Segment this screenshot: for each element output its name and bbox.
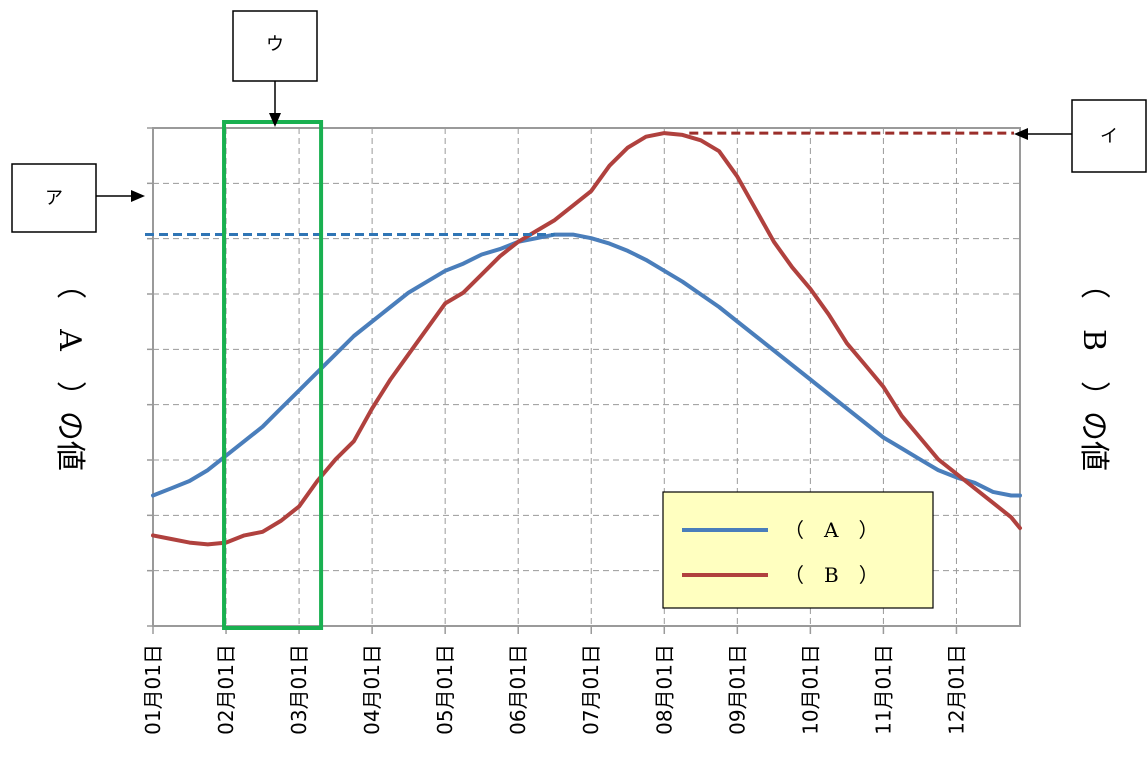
x-axis-tick-labels: 01月01日 02月01日 03月01日 04月01日 05月01日 06月01日 07月0… [141, 644, 968, 735]
x-axis-tick-label: 06月01日 [506, 644, 530, 735]
x-axis-tick-label: 07月01日 [579, 644, 603, 735]
x-axis-ticks [152, 626, 958, 634]
x-axis-tick-label: 10月01日 [798, 644, 822, 735]
x-axis-tick-label: 02月01日 [214, 644, 238, 735]
series-a-line [151, 232, 1022, 498]
u-highlight-box [222, 120, 324, 630]
x-axis-tick-label: 09月01日 [725, 644, 749, 735]
callout-u-arrowhead [269, 113, 281, 127]
y-right-axis-title: （ B ）の値 [1076, 269, 1111, 471]
callout-a: ア [11, 163, 145, 233]
callout-i-arrowhead [1014, 128, 1028, 140]
legend: （ A ） （ B ） [662, 491, 934, 609]
legend-box [662, 491, 934, 609]
x-axis-tick-label: 11月01日 [871, 644, 895, 735]
callout-i-box [1071, 99, 1147, 173]
callout-a-box [11, 163, 97, 233]
x-axis-tick-label: 04月01日 [360, 644, 384, 735]
callout-u-box [232, 10, 318, 82]
legend-label-series-b: （ B ） [784, 563, 879, 587]
callout-u-label: ウ [266, 34, 284, 55]
x-axis-tick-label: 08月01日 [652, 644, 676, 735]
legend-label-series-a: （ A ） [784, 518, 878, 542]
callout-u: ウ [232, 10, 318, 127]
x-axis-tick-label: 12月01日 [944, 644, 968, 735]
callout-i-label: イ [1100, 126, 1118, 147]
callout-a-arrowhead [131, 190, 145, 202]
series-b-line [151, 131, 1022, 547]
callout-a-label: ア [45, 188, 63, 209]
x-axis-tick-label: 01月01日 [141, 644, 165, 735]
x-axis-tick-label: 03月01日 [287, 644, 311, 735]
x-axis-tick-label: 05月01日 [433, 644, 457, 735]
callout-i: イ [1014, 99, 1147, 173]
y-left-axis-title: （ A ）の値 [52, 269, 87, 471]
